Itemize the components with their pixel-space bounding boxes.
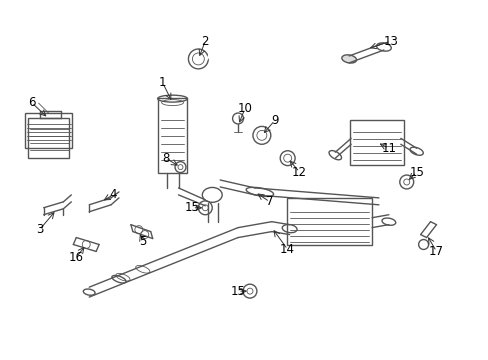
Text: 11: 11 — [381, 142, 396, 155]
Text: 2: 2 — [201, 35, 209, 48]
Text: 7: 7 — [265, 195, 273, 208]
Ellipse shape — [341, 55, 356, 63]
Text: 4: 4 — [109, 188, 117, 201]
Bar — [25, 113, 72, 148]
Text: 15: 15 — [184, 201, 200, 214]
Bar — [157, 98, 187, 172]
Text: 5: 5 — [139, 235, 146, 248]
Text: 6: 6 — [28, 96, 35, 109]
Bar — [286, 198, 371, 246]
Text: 3: 3 — [36, 223, 43, 236]
Text: 14: 14 — [280, 243, 295, 256]
Text: 17: 17 — [428, 245, 443, 258]
Bar — [28, 118, 69, 158]
Text: 10: 10 — [237, 102, 252, 115]
Text: 16: 16 — [69, 251, 83, 264]
Text: 13: 13 — [383, 35, 398, 48]
Bar — [349, 120, 404, 165]
Text: 8: 8 — [162, 152, 169, 165]
Text: 15: 15 — [408, 166, 423, 179]
Text: 15: 15 — [230, 285, 245, 298]
Text: 9: 9 — [270, 114, 278, 127]
Text: 1: 1 — [159, 76, 166, 89]
Text: 12: 12 — [291, 166, 306, 179]
